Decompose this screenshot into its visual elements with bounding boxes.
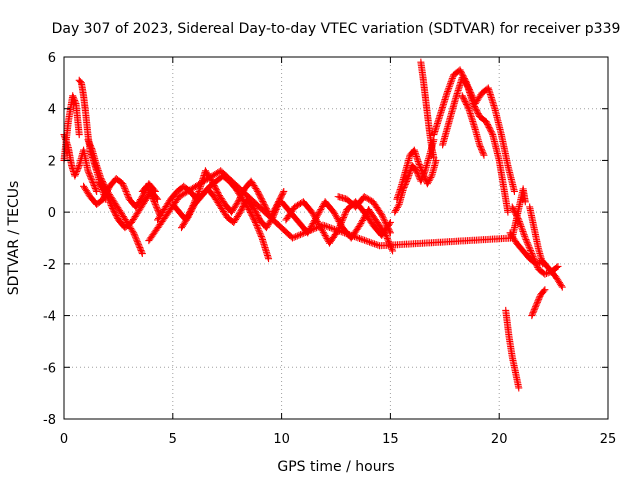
y-tick-label: -6 <box>43 361 56 376</box>
y-tick-label: 2 <box>48 154 56 169</box>
x-tick-label: 20 <box>491 432 508 447</box>
data-series-segment-23 <box>528 286 549 320</box>
x-tick-label: 5 <box>169 432 177 447</box>
plot-frame <box>63 56 609 420</box>
chart-ticks: 0 5 10 15 20 25 -8 -6 -4 -2 0 2 4 6 <box>43 51 616 447</box>
chart-title: Day 307 of 2023, Sidereal Day-to-day VTE… <box>52 21 621 37</box>
data-series-segment-13 <box>334 193 394 237</box>
y-tick-label: -4 <box>43 310 56 325</box>
data-series-segment-20 <box>502 306 523 392</box>
data-series-segment-4 <box>84 136 146 258</box>
x-axis-label: GPS time / hours <box>277 459 394 475</box>
x-tick-label: 10 <box>273 432 290 447</box>
y-tick-label: 6 <box>48 51 56 66</box>
data-series-segment-24 <box>526 203 547 268</box>
data-series-segment-15 <box>393 146 440 203</box>
x-tick-label: 0 <box>60 432 68 447</box>
y-tick-label: -8 <box>43 413 56 428</box>
data-series-segment-19 <box>458 92 488 159</box>
y-tick-label: 4 <box>48 103 56 118</box>
data-series-segment-16 <box>417 58 438 162</box>
data-series-outliers <box>145 167 529 250</box>
x-tick-label: 25 <box>600 432 617 447</box>
y-tick-label: -2 <box>43 258 56 273</box>
y-tick-label: 0 <box>48 206 56 221</box>
y-axis-label: SDTVAR / TECUs <box>6 181 22 296</box>
chart-marks <box>60 58 566 392</box>
data-series-segment-18 <box>439 74 518 195</box>
data-series-segment-7 <box>138 182 164 219</box>
x-tick-label: 15 <box>382 432 399 447</box>
